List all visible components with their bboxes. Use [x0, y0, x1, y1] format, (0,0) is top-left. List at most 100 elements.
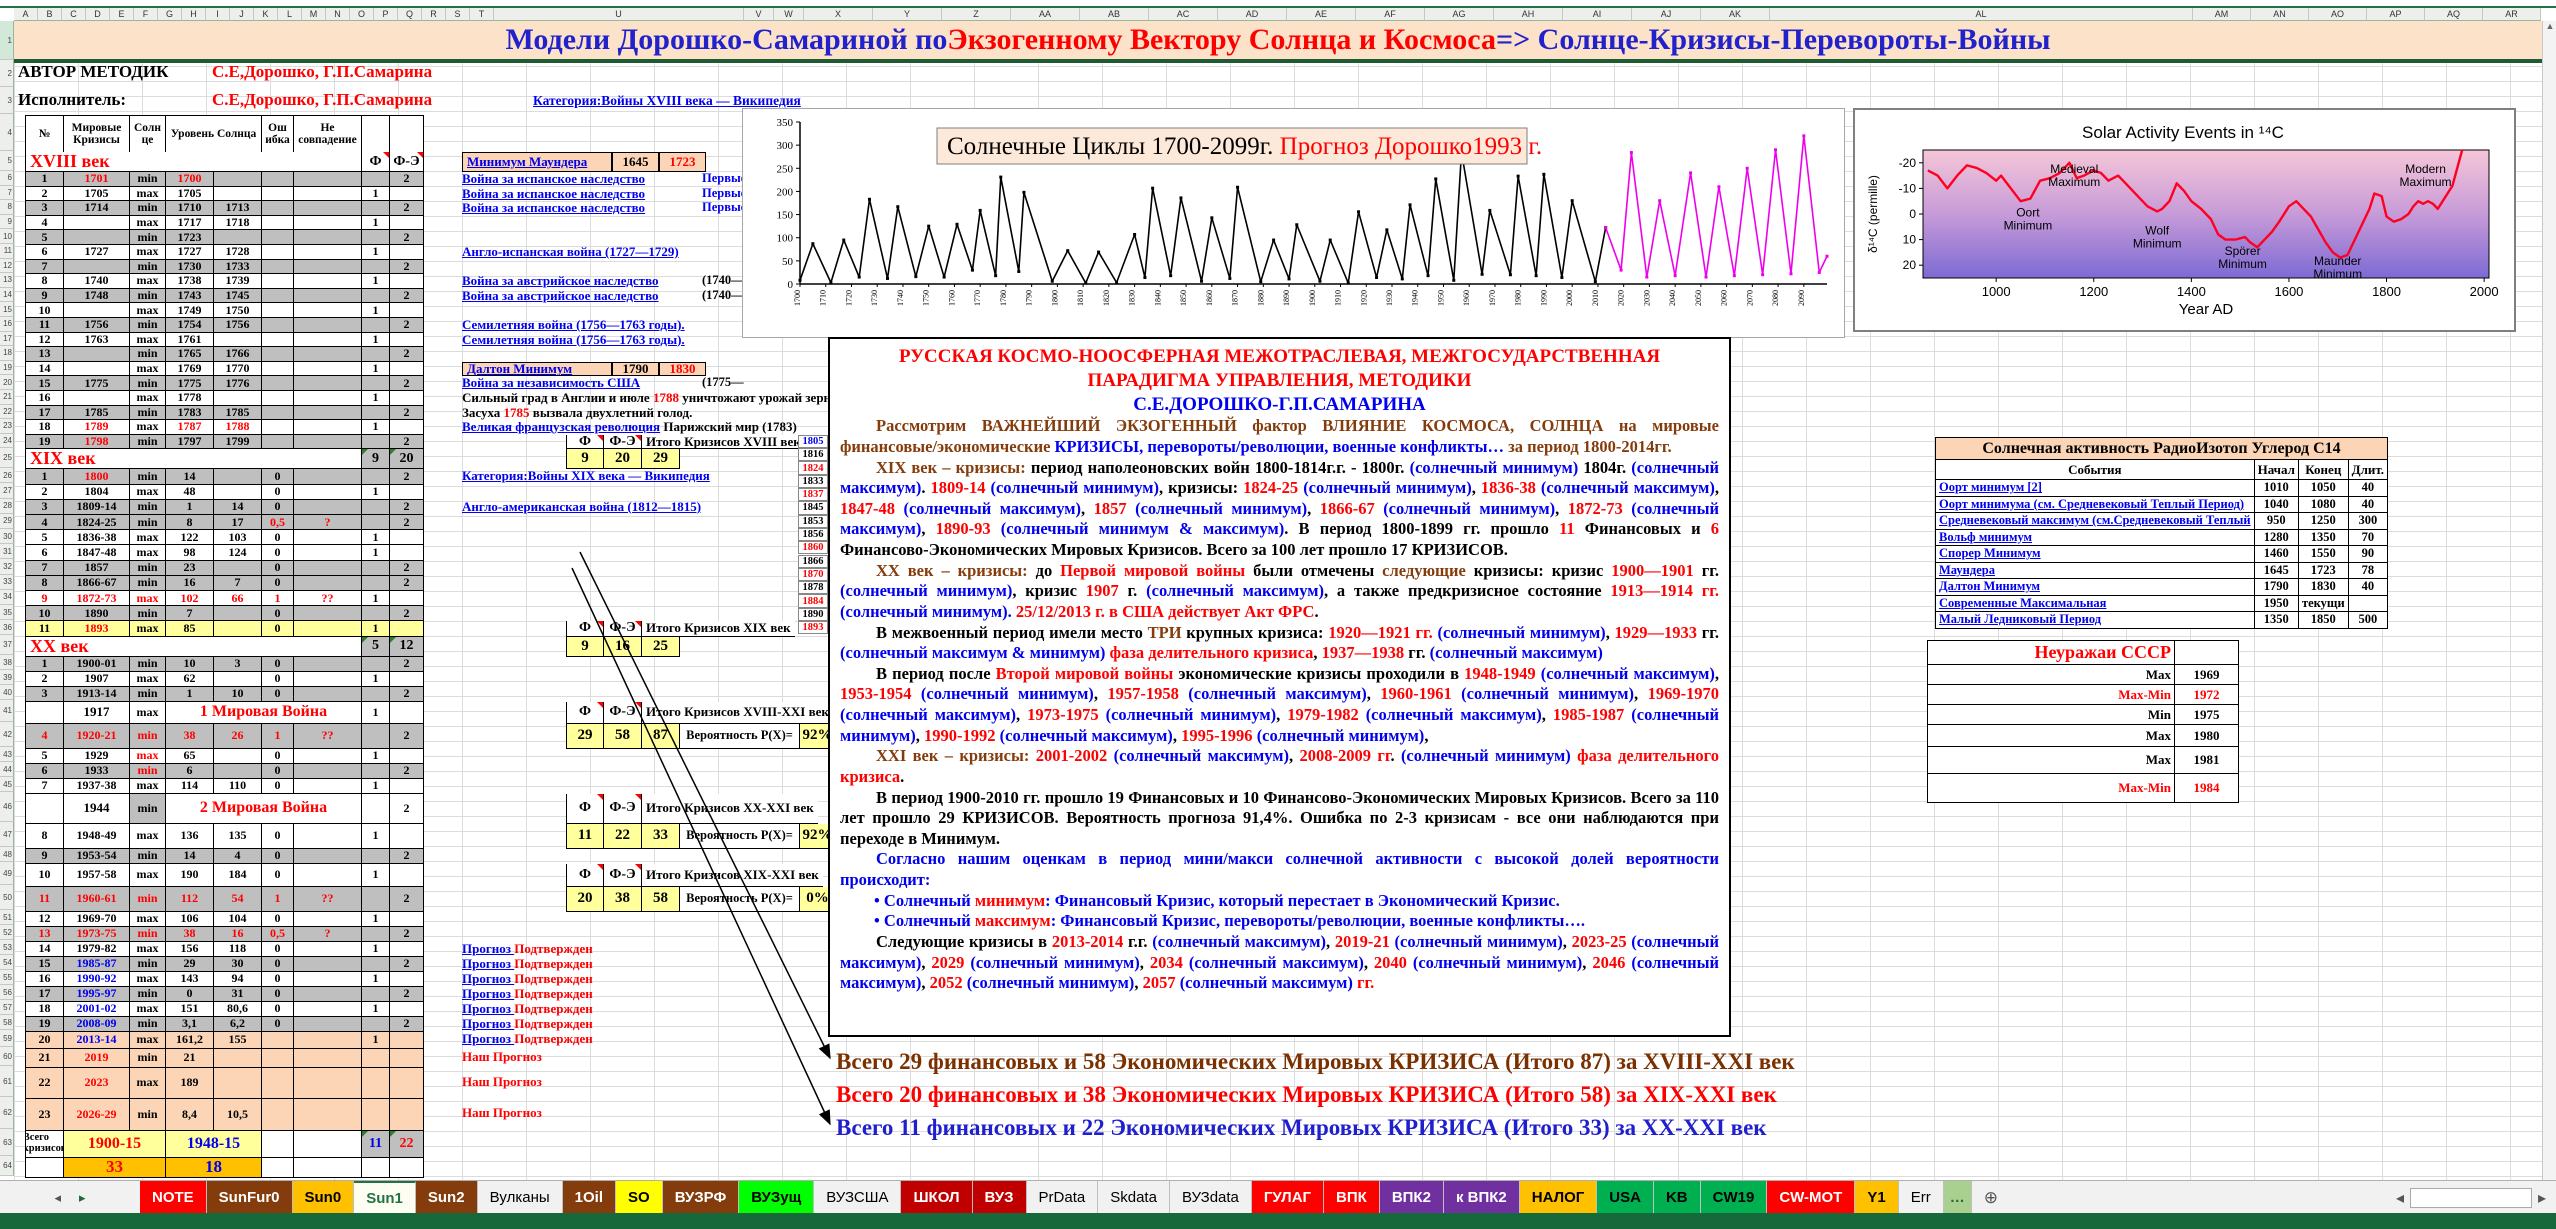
column-header-AL[interactable]: AL: [1770, 8, 2193, 21]
war-link[interactable]: Англо-испанская война (1727—1729): [462, 244, 679, 259]
column-header-AP[interactable]: AP: [2367, 8, 2425, 21]
sheet-tab-ШКОЛ[interactable]: ШКОЛ: [901, 1181, 973, 1214]
table-cell[interactable]: min: [130, 259, 166, 275]
table-cell[interactable]: [390, 274, 424, 289]
c14-cell[interactable]: 1850: [2297, 611, 2349, 629]
column-header-R[interactable]: R: [422, 8, 446, 21]
table-cell[interactable]: 10,5: [214, 1098, 262, 1131]
table-cell[interactable]: 2: [390, 201, 424, 216]
totals-value[interactable]: 29: [566, 723, 604, 749]
table-cell[interactable]: 21: [26, 1048, 64, 1068]
row-numbers[interactable]: 1 2 3 4 5 6 7 8 9 10 11 12 13 14 15 16 17 18 19 20 21 22 23 24 2…: [0, 21, 14, 1177]
row-number-20[interactable]: 20: [0, 375, 14, 390]
table-cell[interactable]: [262, 405, 294, 421]
table-cell[interactable]: [262, 288, 294, 304]
phi-total[interactable]: 9: [362, 449, 390, 470]
column-title[interactable]: Солн це: [130, 116, 166, 153]
table-cell[interactable]: max: [130, 591, 166, 607]
totals-value[interactable]: 25: [642, 636, 680, 657]
table-cell[interactable]: 1705: [64, 186, 130, 202]
table-cell[interactable]: [362, 723, 390, 749]
table-cell[interactable]: 1872-73: [64, 591, 130, 607]
crisis-year-cell[interactable]: 1878: [798, 581, 828, 595]
column-header-C[interactable]: C: [62, 8, 86, 21]
sheet-tab-Skdata[interactable]: Skdata: [1098, 1181, 1170, 1214]
crisis-year-cell[interactable]: 1890: [798, 607, 828, 621]
table-cell[interactable]: 135: [214, 823, 262, 849]
table-cell[interactable]: 1797: [166, 434, 214, 450]
table-cell[interactable]: [262, 376, 294, 391]
table-cell[interactable]: min: [130, 172, 166, 187]
table-cell[interactable]: 2: [390, 318, 424, 333]
table-cell[interactable]: 1: [362, 545, 390, 561]
sheet-tab-ВУЗСША[interactable]: ВУЗСША: [814, 1181, 902, 1214]
row-number-52[interactable]: 52: [0, 925, 14, 941]
table-cell[interactable]: 2: [26, 671, 64, 687]
table-cell[interactable]: [390, 186, 424, 202]
table-cell[interactable]: 3,1: [166, 1016, 214, 1032]
table-cell[interactable]: [214, 1067, 262, 1099]
table-cell[interactable]: [294, 288, 362, 304]
column-header-G[interactable]: G: [158, 8, 182, 21]
table-cell[interactable]: 1: [362, 303, 390, 318]
table-cell[interactable]: min: [130, 848, 166, 864]
table-cell[interactable]: 1: [362, 215, 390, 231]
sheet-tab-CW-MOT[interactable]: CW-MOT: [1767, 1181, 1856, 1214]
table-cell[interactable]: [294, 332, 362, 348]
table-cell[interactable]: [390, 863, 424, 887]
table-cell[interactable]: [362, 1048, 390, 1068]
sheet-tab-ВУЗРФ[interactable]: ВУЗРФ: [662, 1181, 740, 1214]
table-cell[interactable]: 5: [26, 230, 64, 245]
column-header-U[interactable]: U: [494, 8, 744, 21]
row-number-23[interactable]: 23: [0, 419, 14, 434]
table-cell[interactable]: [362, 347, 390, 362]
table-cell[interactable]: [294, 405, 362, 421]
table-cell[interactable]: [262, 1157, 294, 1178]
table-cell[interactable]: [362, 201, 390, 216]
table-cell[interactable]: max: [130, 303, 166, 318]
crisis-year-cell[interactable]: 1845: [798, 501, 828, 515]
table-cell[interactable]: 1787: [166, 420, 214, 435]
column-header-Y[interactable]: Y: [873, 8, 942, 21]
table-cell[interactable]: 30: [214, 956, 262, 972]
c14-cell[interactable]: 70: [2347, 528, 2389, 546]
table-cell[interactable]: 62: [166, 671, 214, 687]
table-cell[interactable]: 1800: [64, 469, 130, 485]
table-cell[interactable]: [294, 971, 362, 987]
table-cell[interactable]: 2: [390, 172, 424, 187]
table-cell[interactable]: 2: [390, 848, 424, 864]
table-cell[interactable]: min: [130, 318, 166, 333]
row-number-51[interactable]: 51: [0, 910, 14, 926]
table-cell[interactable]: 1727: [166, 245, 214, 260]
table-cell[interactable]: min: [130, 723, 166, 749]
row-number-45[interactable]: 45: [0, 777, 14, 793]
table-cell[interactable]: [294, 986, 362, 1002]
column-header-I[interactable]: I: [206, 8, 230, 21]
table-cell[interactable]: [294, 420, 362, 435]
table-cell[interactable]: 1730: [166, 259, 214, 275]
table-cell[interactable]: 1738: [166, 274, 214, 289]
count-1[interactable]: 33: [64, 1157, 166, 1178]
table-cell[interactable]: 1789: [64, 420, 130, 435]
table-cell[interactable]: [64, 391, 130, 406]
table-cell[interactable]: max: [130, 863, 166, 887]
count-2[interactable]: 18: [166, 1157, 262, 1178]
table-cell[interactable]: 1775: [64, 376, 130, 391]
table-cell[interactable]: 2: [26, 484, 64, 500]
c14-event-link[interactable]: Малый Ледниковый Период: [1939, 612, 2102, 627]
table-cell[interactable]: min: [130, 886, 166, 912]
table-cell[interactable]: [362, 376, 390, 391]
table-cell[interactable]: [390, 391, 424, 406]
table-cell[interactable]: max: [130, 621, 166, 637]
table-cell[interactable]: min: [130, 575, 166, 591]
table-cell[interactable]: 1866-67: [64, 575, 130, 591]
table-cell[interactable]: 7: [26, 259, 64, 275]
row-number-4[interactable]: 4: [0, 114, 14, 151]
sheet-tab-ВУЗdata[interactable]: ВУЗdata: [1169, 1181, 1252, 1214]
table-cell[interactable]: max: [130, 1031, 166, 1049]
c14-cell[interactable]: 1040: [2253, 495, 2299, 513]
table-cell[interactable]: 8,4: [166, 1098, 214, 1131]
column-header-T[interactable]: T: [470, 8, 494, 21]
table-cell[interactable]: 1: [362, 778, 390, 794]
table-cell[interactable]: max: [130, 391, 166, 406]
